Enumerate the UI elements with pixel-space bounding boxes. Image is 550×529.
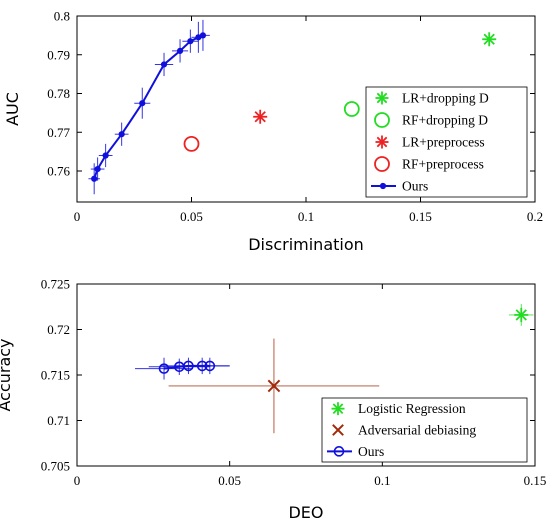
x-tick-label: 0.15 [409,209,432,224]
legend-marker [379,182,387,190]
y-axis-label: AUC [3,92,22,126]
data-point [176,47,184,54]
legend-label: Logistic Regression [358,401,466,416]
y-axis-label: Accuracy [0,338,14,411]
data-point [94,165,101,173]
series-line [93,34,204,180]
data-point [482,32,497,47]
legend-marker [332,424,344,436]
legend: Logistic Regression Adversarial debiasing… [321,397,528,463]
legend-marker [375,135,389,149]
y-tick-label: 0.72 [47,322,70,337]
y-tick-label: 0.715 [41,368,70,383]
x-axis-label: DEO [288,503,323,522]
data-point [199,32,207,39]
data-point [253,109,268,124]
legend-label: RF+dropping D [402,113,488,128]
series-3 [135,357,230,380]
x-tick-label: 0.05 [180,209,203,224]
data-point [158,363,170,374]
data-point [196,360,208,372]
legend: LR+dropping D RF+dropping D LR+preprocess R… [365,86,528,198]
series-2 [343,101,360,117]
legend-label: Ours [358,444,384,459]
x-axis-label: Discrimination [248,235,364,254]
legend-marker [331,402,345,416]
legend-label: LR+preprocess [402,135,485,150]
legend-label: RF+preprocess [402,157,484,172]
data-point [139,100,146,107]
legend-label: LR+dropping D [402,91,489,106]
y-tick-label: 0.705 [41,459,70,474]
y-tick-label: 0.71 [47,413,70,428]
x-tick-label: 0.05 [218,473,241,488]
x-tick-label: 0.15 [524,473,547,488]
y-tick-label: 0.76 [47,164,70,179]
series-2 [168,338,380,434]
y-tick-label: 0.79 [47,47,70,62]
series-4 [183,135,200,152]
x-tick-label: 0.1 [374,473,390,488]
y-tick-label: 0.78 [47,86,70,101]
x-tick-label: 0 [74,209,81,224]
data-point [183,135,200,152]
data-point [267,379,281,393]
x-tick-label: 0 [74,473,81,488]
chart-1: 0 0.05 0.1 0.15 0.2 0.76 0.77 0.78 0.79 0.8 Discri… [3,9,543,255]
data-point [118,131,125,138]
y-tick-label: 0.8 [54,9,70,24]
data-point [183,360,194,372]
series-3 [253,109,268,124]
data-point [514,307,529,322]
series-5 [88,19,210,195]
data-point [187,38,194,45]
series-1 [482,32,497,47]
legend-marker [333,446,345,457]
series-1 [509,304,534,326]
data-point [343,101,360,117]
legend-marker [374,156,390,172]
x-tick-label: 0.2 [527,209,543,224]
y-tick-label: 0.77 [47,125,70,140]
legend-marker [375,91,389,105]
chart-2: 0 0.05 0.1 0.15 0.705 0.71 0.715 0.72 0.725 DEO Ac… [0,277,546,523]
y-tick-label: 0.725 [41,277,70,292]
legend-label: Adversarial debiasing [358,423,476,438]
data-point [91,175,98,182]
legend-marker [374,112,390,128]
legend-box [365,86,528,198]
data-point [204,360,216,372]
data-point [160,61,168,68]
legend-box [321,397,528,463]
data-point [102,152,109,159]
x-tick-label: 0.1 [298,209,314,224]
legend-label: Ours [402,179,428,194]
